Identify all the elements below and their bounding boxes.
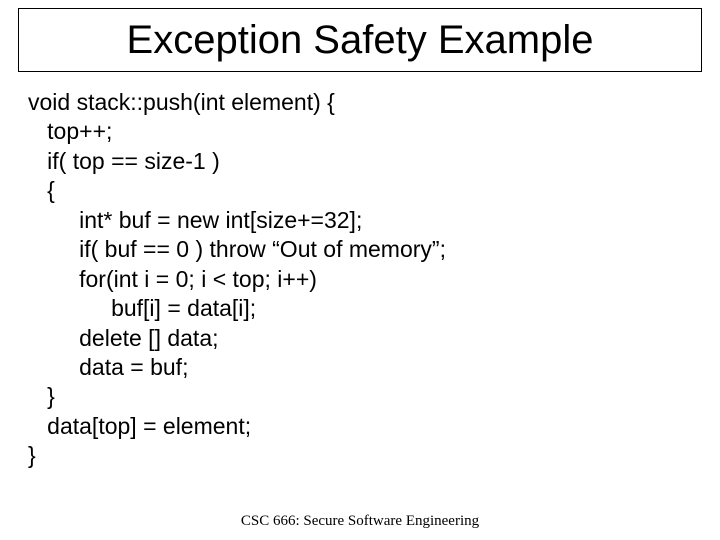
slide: Exception Safety Example void stack::pus…	[0, 0, 720, 540]
slide-footer: CSC 666: Secure Software Engineering	[0, 513, 720, 530]
code-block: void stack::push(int element) { top++; i…	[28, 88, 696, 471]
title-bar: Exception Safety Example	[18, 8, 702, 72]
slide-title: Exception Safety Example	[127, 18, 594, 63]
